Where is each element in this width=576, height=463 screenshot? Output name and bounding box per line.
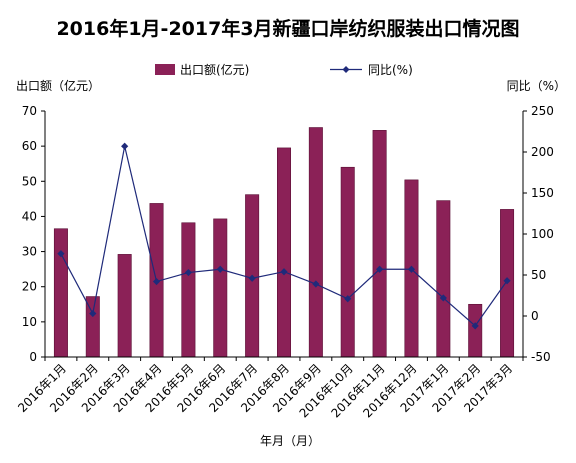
y2-tick-label: 0 <box>531 309 539 323</box>
line-point <box>407 265 416 273</box>
axes: 0 10 20 30 40 50 60 70 -50 0 50 100 150 200 250 <box>22 104 554 364</box>
line-point <box>57 250 65 258</box>
y-tick-label: 0 <box>29 350 37 364</box>
chart-title: 2016年1月-2017年3月新疆口岸纺织服装出口情况图 <box>56 18 520 40</box>
bar <box>308 127 323 358</box>
y-tick-label: 10 <box>22 315 37 329</box>
line-point <box>471 322 479 330</box>
bar <box>436 200 451 358</box>
y2-tick-label: 150 <box>531 186 554 200</box>
y-tick-label: 40 <box>22 209 37 223</box>
bar <box>181 222 196 358</box>
line-point <box>89 309 97 318</box>
line-point <box>439 294 447 302</box>
line-point <box>248 274 256 282</box>
y2-axis-title: 同比（%） <box>507 79 566 93</box>
line-point <box>376 265 384 273</box>
bar <box>372 130 387 358</box>
line-series <box>57 142 511 330</box>
y2-tick-label: -50 <box>531 350 551 364</box>
y-tick-label: 30 <box>22 245 37 259</box>
y-tick-label: 60 <box>22 139 37 153</box>
y2-tick-label: 50 <box>531 268 546 282</box>
y2-tick-label: 250 <box>531 104 554 118</box>
y2-tick-label: 100 <box>531 227 554 241</box>
legend: 出口额(亿元) 同比(%) <box>155 62 413 77</box>
bar <box>468 303 483 358</box>
y-tick-label: 70 <box>22 104 37 118</box>
legend-line-marker <box>342 66 350 73</box>
x-tick-labels: 2016年1月2016年2月2016年3月2016年4月2016年5月2016年… <box>15 361 515 420</box>
line-point <box>184 268 192 277</box>
legend-bar-label: 出口额(亿元) <box>180 62 249 77</box>
line-point <box>503 277 511 285</box>
bar <box>277 147 291 358</box>
legend-line-label: 同比(%) <box>368 63 413 77</box>
y2-tick-label: 200 <box>531 145 554 159</box>
line-point <box>280 268 288 276</box>
line-point <box>216 265 224 273</box>
bar-series <box>53 127 515 358</box>
bar <box>117 254 132 358</box>
line-point <box>152 277 161 286</box>
line-point <box>312 280 320 288</box>
y-axis-title: 出口额（亿元） <box>16 78 100 93</box>
bar <box>53 228 68 358</box>
bar <box>213 218 228 358</box>
bar <box>340 166 355 358</box>
line-point <box>121 142 129 150</box>
y-tick-label: 20 <box>22 280 37 294</box>
line-point <box>344 295 352 303</box>
x-axis-title: 年月（月） <box>260 434 320 448</box>
y-tick-label: 50 <box>22 174 37 188</box>
legend-bar-swatch <box>155 64 175 75</box>
